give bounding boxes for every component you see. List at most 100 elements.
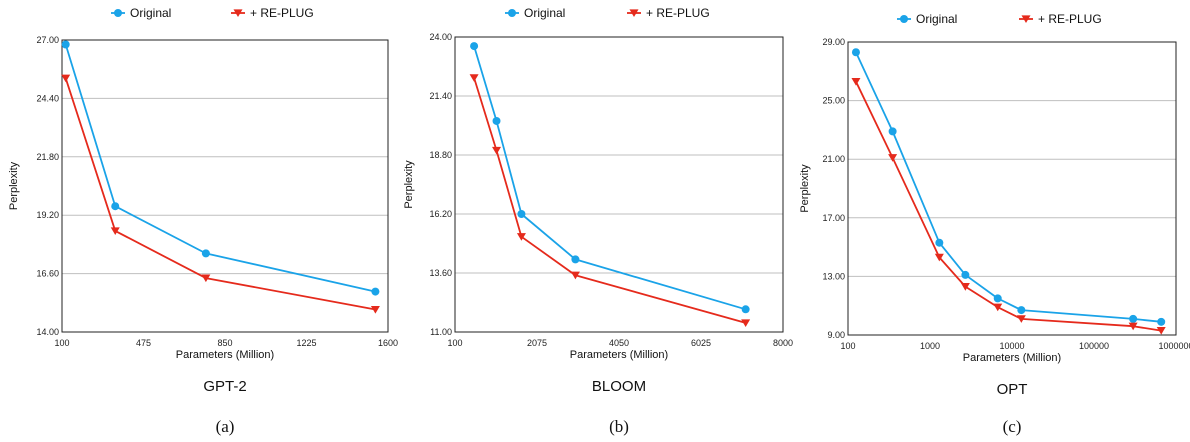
x-tick-label: 1600 (378, 338, 398, 348)
legend-marker-replug (233, 9, 243, 18)
data-point-replug (934, 253, 944, 262)
legend-marker-replug (1021, 15, 1031, 24)
y-tick-label: 19.20 (36, 210, 59, 220)
data-point-replug (61, 74, 71, 83)
data-point-original (201, 249, 210, 258)
data-point-original (571, 255, 580, 264)
data-point-original (741, 305, 750, 314)
data-point-replug (570, 271, 580, 280)
x-tick-label: 6025 (691, 338, 711, 348)
data-point-original (888, 127, 897, 136)
data-point-replug (741, 319, 751, 327)
y-tick-label: 24.40 (36, 93, 59, 103)
chart-panel-2: 11.00 13.60 16.20 18.80 21.40 24.00 100 2075 405… (403, 6, 793, 436)
data-point-original (935, 238, 944, 247)
x-tick-label: 1000 (920, 341, 940, 351)
series-line-original (473, 45, 746, 311)
legend: Original + RE-PLUG (505, 6, 710, 20)
x-axis-label: Parameters (Million) (176, 349, 274, 361)
chart-panel-3: 9.00 13.00 17.00 21.00 25.00 29.00 100 1000 1000… (799, 12, 1190, 436)
series-line-original (855, 51, 1162, 323)
y-tick-label: 13.00 (822, 271, 845, 281)
plot-frame (61, 39, 389, 333)
data-point-replug (469, 74, 479, 82)
x-tick-label: 10000 (999, 341, 1024, 351)
legend-label-original: Original (916, 12, 957, 26)
chart-caption: (c) (1003, 417, 1022, 436)
data-point-original (517, 210, 526, 218)
legend: Original + RE-PLUG (897, 12, 1102, 26)
y-tick-label: 11.00 (430, 327, 452, 337)
y-tick-label: 9.00 (827, 330, 845, 340)
series-line-replug (64, 77, 376, 311)
y-tick-label: 21.40 (429, 91, 452, 101)
data-point-original (1157, 317, 1166, 326)
legend-marker-original (900, 15, 908, 23)
data-point-replug (851, 77, 861, 86)
y-tick-label: 14.00 (36, 327, 59, 337)
plot-frame (847, 41, 1177, 336)
data-point-replug (1156, 327, 1166, 335)
chart-panel-1: 14.00 16.60 19.20 21.80 24.40 27.00 100 475 850 1… (8, 6, 398, 436)
legend-marker-replug (629, 9, 639, 18)
legend-marker-original (114, 9, 122, 17)
y-axis-label: Perplexity (799, 164, 811, 213)
data-point-replug (516, 233, 526, 241)
chart-caption: (b) (609, 417, 629, 436)
y-tick-label: 18.80 (429, 150, 452, 160)
data-point-replug (370, 305, 380, 314)
series-line-original (64, 44, 376, 293)
y-tick-label: 13.60 (429, 268, 452, 278)
y-tick-label: 25.00 (822, 96, 845, 106)
data-point-replug (888, 154, 898, 162)
chart-title: BLOOM (592, 378, 646, 395)
data-point-original (961, 270, 970, 279)
data-point-original (470, 42, 479, 51)
x-tick-label: 4050 (609, 338, 629, 348)
plot-frame (454, 36, 784, 333)
data-point-original (1017, 306, 1026, 315)
y-tick-label: 27.00 (36, 35, 59, 45)
chart-title: GPT-2 (203, 378, 246, 395)
chart-caption: (a) (216, 417, 235, 436)
data-point-replug (993, 303, 1003, 312)
x-axis-label: Parameters (Million) (963, 352, 1061, 364)
series-line-replug (855, 81, 1162, 332)
data-point-replug (110, 227, 120, 235)
data-point-replug (492, 146, 502, 155)
y-tick-label: 21.80 (36, 152, 59, 162)
data-point-original (371, 287, 380, 296)
legend: Original + RE-PLUG (111, 6, 314, 20)
y-tick-label: 21.00 (822, 154, 845, 164)
chart-title: OPT (997, 381, 1028, 398)
x-tick-label: 100000 (1079, 341, 1109, 351)
x-axis-label: Parameters (Million) (570, 349, 668, 361)
legend-label-original: Original (130, 6, 171, 20)
x-tick-label: 1225 (296, 338, 316, 348)
x-tick-label: 2075 (527, 338, 547, 348)
data-point-replug (960, 283, 970, 291)
y-tick-label: 24.00 (429, 32, 452, 42)
x-tick-label: 850 (217, 338, 232, 348)
x-tick-label: 1000000 (1158, 341, 1190, 351)
data-point-replug (201, 274, 211, 283)
y-tick-label: 16.60 (36, 269, 59, 279)
legend-label-replug: + RE-PLUG (646, 6, 710, 20)
x-tick-label: 100 (447, 338, 462, 348)
data-point-original (111, 202, 120, 211)
data-point-original (61, 40, 70, 49)
data-point-replug (1016, 315, 1026, 323)
x-tick-label: 8000 (773, 338, 793, 348)
x-tick-label: 475 (136, 338, 151, 348)
x-tick-label: 100 (54, 338, 69, 348)
data-point-replug (1128, 322, 1138, 331)
data-point-original (1129, 314, 1138, 323)
legend-label-replug: + RE-PLUG (1038, 12, 1102, 26)
y-tick-label: 17.00 (822, 213, 845, 223)
y-tick-label: 16.20 (429, 209, 452, 219)
y-tick-label: 29.00 (822, 37, 845, 47)
x-tick-label: 100 (840, 341, 855, 351)
y-axis-label: Perplexity (8, 161, 20, 210)
legend-label-replug: + RE-PLUG (250, 6, 314, 20)
